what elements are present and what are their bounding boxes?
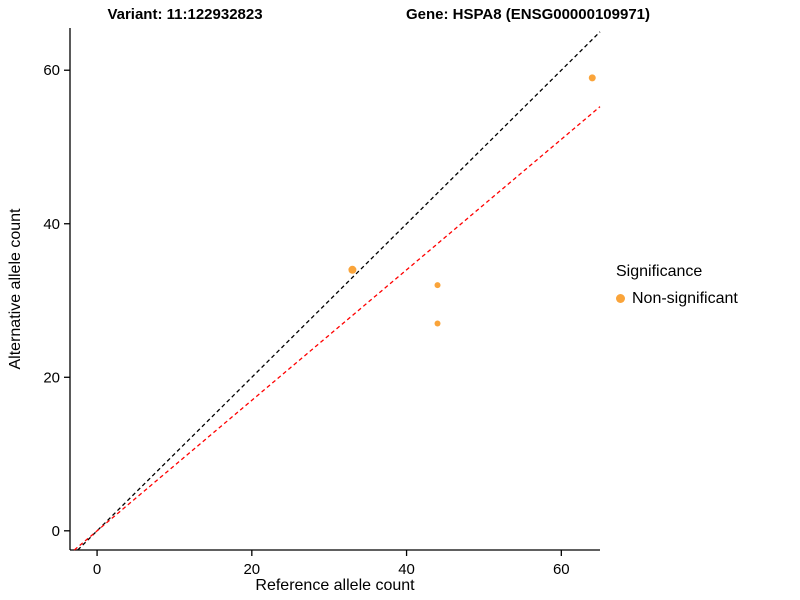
legend: Significance Non-significant bbox=[616, 262, 738, 308]
data-point bbox=[348, 265, 357, 274]
y-tick-label: 20 bbox=[43, 369, 60, 386]
x-axis-ticks: 0 20 40 60 bbox=[93, 550, 570, 578]
legend-title: Significance bbox=[616, 263, 703, 280]
reference-lines bbox=[73, 31, 601, 551]
plot-title-variant: Variant: 11:122932823 bbox=[107, 6, 262, 23]
legend-dot-icon bbox=[616, 294, 625, 304]
legend-item: Non-significant bbox=[616, 289, 738, 308]
data-point bbox=[434, 320, 441, 327]
expected-line bbox=[73, 106, 601, 551]
x-tick-label: 0 bbox=[93, 561, 101, 578]
identity-line bbox=[77, 31, 601, 551]
x-tick-label: 60 bbox=[553, 561, 570, 578]
data-points bbox=[348, 74, 596, 327]
y-tick-label: 60 bbox=[43, 62, 60, 79]
y-tick-label: 0 bbox=[52, 523, 60, 540]
x-tick-label: 40 bbox=[398, 561, 415, 578]
data-point bbox=[588, 74, 596, 82]
legend-item-label: Non-significant bbox=[632, 290, 738, 308]
y-axis-ticks: 0 20 40 60 bbox=[43, 62, 70, 540]
y-tick-label: 40 bbox=[43, 216, 60, 233]
y-axis-label: Alternative allele count bbox=[7, 208, 24, 370]
data-point bbox=[434, 282, 441, 289]
x-tick-label: 20 bbox=[243, 561, 260, 578]
axes bbox=[69, 28, 600, 551]
plot-title-gene: Gene: HSPA8 (ENSG00000109971) bbox=[406, 6, 650, 23]
x-axis-label: Reference allele count bbox=[255, 577, 415, 594]
